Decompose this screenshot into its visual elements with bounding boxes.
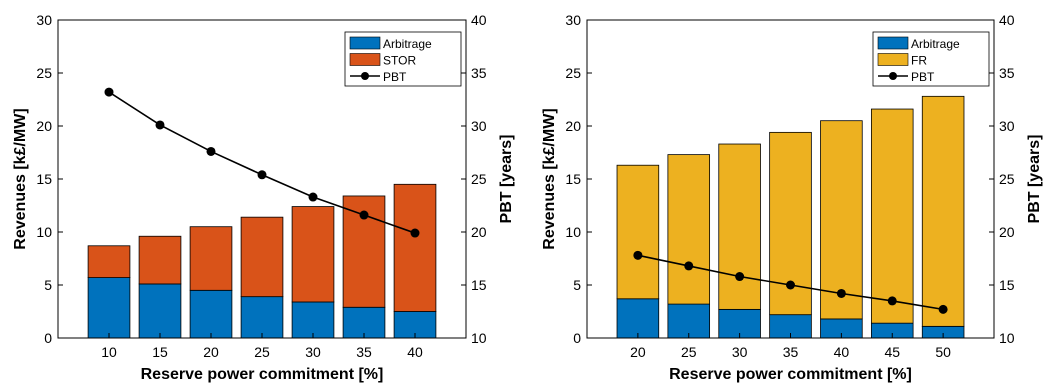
bar-fr-40 (820, 120, 863, 320)
x-tick-label: 30 (732, 344, 748, 360)
y2-tick-label: 10 (999, 330, 1015, 346)
bar-stor-15 (138, 235, 182, 285)
pbt-point-35 (786, 280, 795, 290)
y-tick-label: 15 (36, 171, 52, 187)
y-tick-label: 30 (36, 12, 52, 28)
legend-label-pbt: PBT (911, 70, 935, 84)
x-axis-label: Reserve power commitment [%] (141, 366, 384, 383)
legend-swatch-fr (877, 53, 909, 66)
bar-arbitrage-20 (616, 298, 660, 339)
y2-tick-label: 15 (471, 277, 487, 293)
bar-arbitrage-15 (138, 283, 182, 339)
y2-tick-label: 20 (999, 224, 1015, 240)
y2-tick-label: 35 (471, 65, 487, 81)
y-tick-label: 20 (565, 118, 581, 134)
bar-arbitrage-25 (667, 303, 711, 339)
y2-tick-label: 15 (999, 277, 1015, 293)
bar-arbitrage-10 (87, 277, 131, 339)
x-tick-label: 30 (305, 344, 321, 360)
x-tick-label: 50 (935, 344, 951, 360)
pbt-point-40 (836, 288, 846, 298)
pbt-point-30 (735, 272, 745, 282)
bar-stor-40 (393, 183, 437, 312)
pbt-point-50 (938, 304, 948, 314)
legend-marker-pbt (889, 72, 897, 80)
y-tick-label: 25 (36, 65, 52, 81)
chart-panel-2: 0 5 10 15 20 25 30 10 15 20 25 30 35 40 20 25 30 35 40 45 50… (541, 12, 1043, 383)
x-tick-label: 40 (407, 344, 423, 360)
pbt-point-45 (887, 296, 897, 306)
y2-axis-label: PBT [years] (498, 135, 515, 224)
y-tick-label: 20 (36, 118, 52, 134)
pbt-point-25 (684, 261, 694, 271)
legend-label-pbt: PBT (383, 70, 407, 84)
y-tick-label: 0 (44, 330, 52, 346)
x-tick-label: 25 (681, 344, 697, 360)
x-tick-label: 15 (152, 344, 168, 360)
y-axis-label: Revenues [k£/MW] (541, 108, 558, 249)
pbt-point-20 (633, 250, 643, 260)
bar-stor-10 (87, 245, 131, 278)
x-tick-label: 40 (834, 344, 850, 360)
y2-tick-label: 30 (999, 118, 1015, 134)
legend-label-arbitrage: Arbitrage (383, 37, 432, 51)
bar-fr-45 (870, 108, 914, 324)
pbt-point-30 (308, 192, 318, 202)
legend-label-arbitrage: Arbitrage (911, 37, 960, 51)
legend-swatch-arbitrage (349, 36, 381, 50)
y2-tick-label: 40 (999, 12, 1015, 28)
bar-arbitrage-35 (342, 306, 386, 339)
y2-tick-label: 25 (471, 171, 487, 187)
y2-tick-label: 25 (999, 171, 1015, 187)
y2-tick-label: 35 (999, 65, 1015, 81)
y-axis-label: Revenues [k£/MW] (12, 108, 29, 249)
x-tick-label: 20 (203, 344, 219, 360)
chart-panel-1: 0 5 10 15 20 25 30 10 15 20 25 30 35 40 10 15 20 25 30 35 40… (12, 12, 515, 383)
pbt-point-20 (206, 146, 216, 156)
legend: Arbitrage STOR PBT (344, 31, 462, 87)
legend: Arbitrage FR PBT (872, 31, 990, 87)
y2-tick-label: 10 (471, 330, 487, 346)
legend-swatch-stor (349, 53, 381, 66)
bar-stor-25 (240, 216, 284, 298)
pbt-point-25 (257, 170, 267, 180)
bar-arbitrage-25 (240, 296, 284, 339)
x-tick-label: 20 (630, 344, 646, 360)
legend-label-fr: FR (911, 54, 927, 68)
y-tick-label: 5 (573, 277, 581, 293)
x-tick-label: 45 (884, 344, 900, 360)
legend-marker-pbt (361, 72, 369, 80)
y-tick-label: 15 (565, 171, 581, 187)
bar-fr-20 (616, 164, 660, 300)
legend-swatch-arbitrage (877, 36, 909, 50)
pbt-point-35 (359, 210, 369, 220)
bar-arbitrage-30 (291, 301, 335, 339)
y2-tick-label: 40 (471, 12, 487, 28)
x-tick-label: 25 (254, 344, 270, 360)
x-axis-label: Reserve power commitment [%] (669, 366, 912, 383)
bar-stor-30 (291, 206, 335, 303)
x-tick-label: 10 (101, 344, 117, 360)
y-tick-label: 30 (565, 12, 581, 28)
pbt-point-15 (155, 120, 165, 130)
legend-label-stor: STOR (383, 54, 416, 68)
y2-tick-label: 30 (471, 118, 487, 134)
y-tick-label: 10 (36, 224, 52, 240)
y-tick-label: 25 (565, 65, 581, 81)
x-tick-label: 35 (356, 344, 372, 360)
bar-stor-20 (189, 226, 233, 291)
y2-axis-label: PBT [years] (1026, 135, 1043, 224)
pbt-point-40 (410, 228, 420, 238)
y-tick-label: 0 (573, 330, 581, 346)
pbt-point-10 (104, 87, 114, 97)
y-tick-label: 5 (44, 277, 52, 293)
bar-fr-30 (718, 143, 761, 310)
x-tick-label: 35 (783, 344, 799, 360)
bar-fr-25 (667, 154, 711, 305)
y2-tick-label: 20 (471, 224, 487, 240)
bar-arbitrage-20 (189, 289, 233, 339)
bar-fr-50 (921, 95, 965, 327)
y-tick-label: 10 (565, 224, 581, 240)
